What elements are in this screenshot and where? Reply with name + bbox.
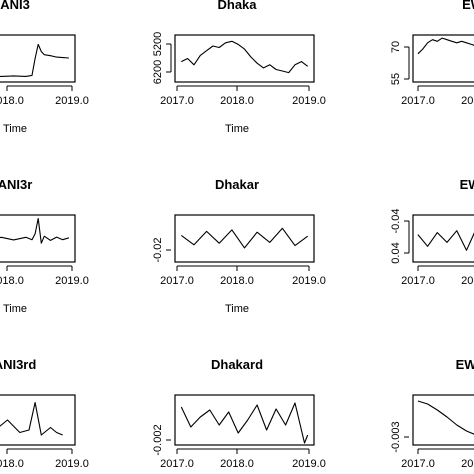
x-tick-label: 2017.0: [160, 275, 194, 287]
chart-title: ANI3r: [0, 177, 32, 192]
chart-panel-5: Dhakar 2017.0 2018.0 2019.0 -0.02 Time: [152, 177, 326, 315]
x-tick-label: 2018.0: [0, 275, 24, 287]
x-axis-label: Time: [225, 123, 249, 135]
y-tick-label: 5200: [152, 32, 164, 56]
x-tick-label: 2017.0: [160, 95, 194, 107]
chart-panel-7: ANI3rd 2018.0 2019.0: [0, 357, 89, 470]
series-line: [180, 227, 309, 249]
chart-title: EWI3rd: [456, 357, 474, 372]
plot-frame: [412, 34, 474, 83]
x-tick-label: 2019.0: [292, 458, 326, 470]
x-tick-label: 2017.0: [401, 95, 435, 107]
x-tick-label: 2018.0: [461, 275, 474, 287]
x-axis-label: Time: [3, 123, 27, 135]
x-tick-label: 2017.0: [401, 458, 435, 470]
chart-title: ANI3rd: [0, 357, 36, 372]
chart-panel-8: Dhakard 2017.0 2018.0 2019.0 -0.002: [152, 357, 326, 470]
chart-panel-9: EWI3rd 2017.0 2018.0 -0.003: [390, 357, 474, 470]
y-tick-label: 55: [390, 73, 402, 85]
series-line: [180, 402, 309, 444]
x-tick-label: 2019.0: [55, 275, 89, 287]
series-line: [0, 401, 63, 436]
chart-panel-4: ANI3r 2018.0 2019.0 Time: [0, 177, 89, 315]
plot-frame: [174, 34, 315, 83]
y-tick-label: -0.003: [390, 421, 402, 452]
y-tick-label: -0.04: [390, 208, 402, 233]
chart-panel-6: EWI3r 2017.0 2018.0 -0.04 0.04: [390, 177, 474, 287]
x-axis-label: Time: [3, 303, 27, 315]
chart-title: Dhaka: [217, 0, 257, 12]
chart-panel-1: ANI3 2018.0 2019.0 Time: [0, 0, 89, 135]
chart-title: Dhakard: [211, 357, 263, 372]
series-line: [181, 40, 309, 74]
x-tick-label: 2018.0: [461, 95, 474, 107]
x-tick-label: 2019.0: [292, 275, 326, 287]
x-tick-label: 2019.0: [292, 95, 326, 107]
y-tick-label: 70: [390, 41, 402, 53]
chart-title: EWI3: [462, 0, 474, 12]
chart-title: ANI3: [0, 0, 30, 12]
x-tick-label: 2018.0: [220, 95, 254, 107]
series-line: [417, 400, 474, 435]
chart-title: Dhakar: [215, 177, 259, 192]
y-tick-label: 6200: [152, 60, 164, 84]
y-tick-label: -0.002: [152, 424, 164, 455]
x-axis-label: Time: [225, 303, 249, 315]
plot-frame: [174, 214, 315, 263]
x-tick-label: 2018.0: [220, 458, 254, 470]
series-line: [417, 37, 474, 55]
x-tick-label: 2017.0: [160, 458, 194, 470]
plot-frame: [412, 214, 474, 263]
x-tick-label: 2018.0: [461, 458, 474, 470]
plot-frame: [0, 34, 76, 83]
plot-frame: [174, 394, 315, 446]
x-tick-label: 2019.0: [55, 458, 89, 470]
chart-panel-2: Dhaka 2017.0 2018.0 2019.0 5200 6200 Time: [152, 0, 326, 135]
plot-frame: [412, 394, 474, 446]
chart-title: EWI3r: [460, 177, 474, 192]
plot-frame: [0, 214, 76, 263]
y-tick-label: -0.02: [152, 237, 164, 262]
x-tick-label: 2018.0: [0, 458, 24, 470]
plot-frame: [0, 394, 76, 446]
x-tick-label: 2018.0: [0, 95, 24, 107]
x-tick-label: 2017.0: [401, 275, 435, 287]
x-tick-label: 2019.0: [55, 95, 89, 107]
chart-panel-3: EWI3 2017.0 2018.0 55 70: [390, 0, 474, 107]
x-tick-label: 2018.0: [220, 275, 254, 287]
y-tick-label: 0.04: [390, 242, 402, 263]
series-line: [0, 43, 69, 77]
series-line: [417, 230, 474, 251]
series-line: [0, 217, 70, 244]
